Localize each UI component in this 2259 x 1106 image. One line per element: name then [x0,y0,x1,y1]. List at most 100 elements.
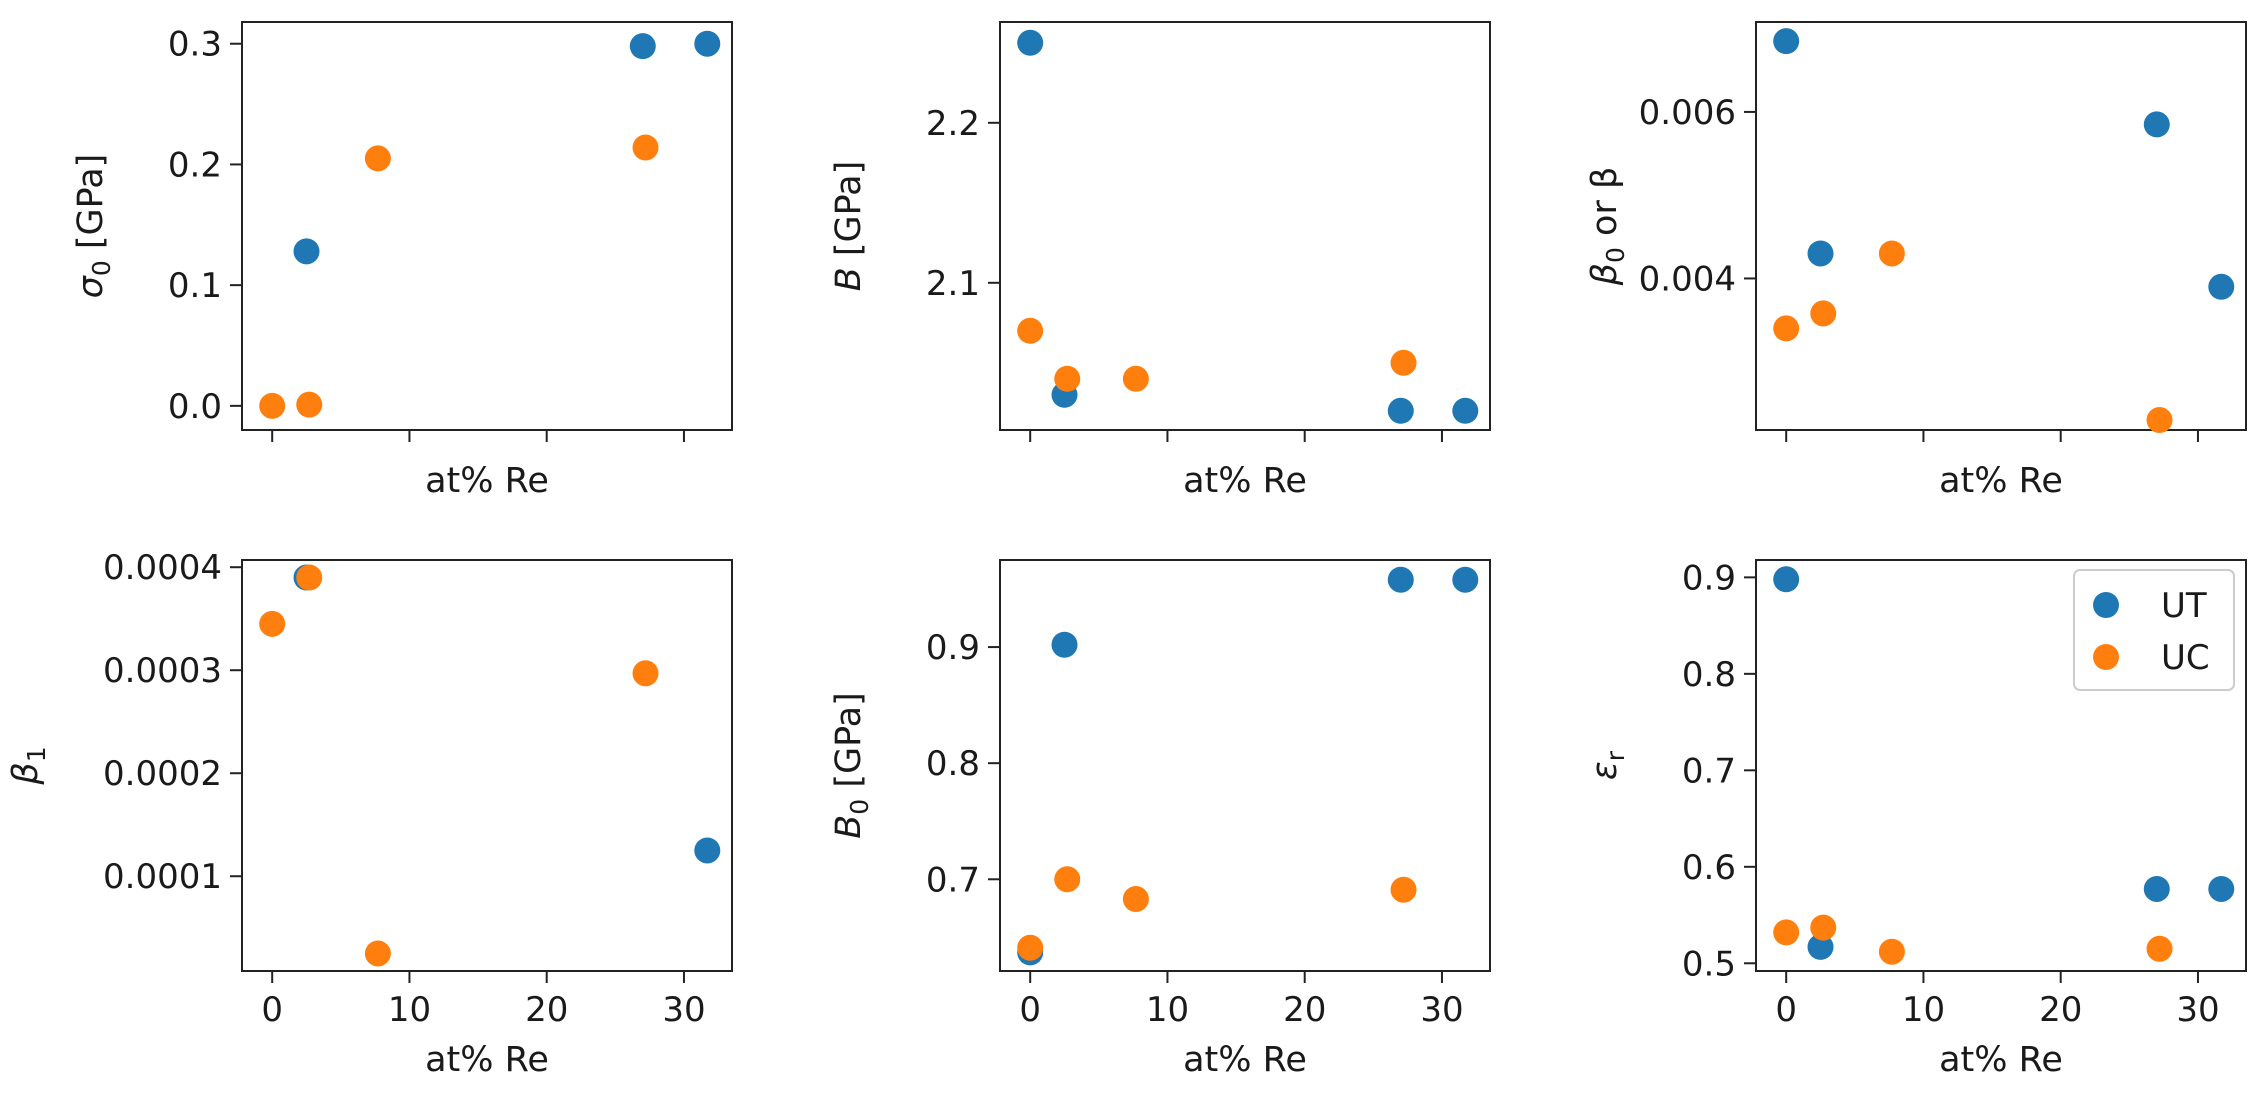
y-axis-label: B0 [GPa] [829,692,874,838]
x-tick-label: 10 [1146,990,1189,1030]
point-uc [1878,240,1905,267]
point-uc [2146,407,2173,434]
point-ut [1773,566,1800,593]
point-ut [694,837,721,864]
subplot-1: 0.0 0.1 0.2 0.3 at% Re σ0 [GPa] [71,21,733,501]
point-uc [364,145,391,172]
point-ut [1387,566,1414,593]
subplot-4: 0.0001 0.0002 0.0003 0.0004 0 10 20 30 at% Re β1 [6,548,733,1080]
point-uc [364,940,391,967]
point-uc [1017,934,1044,961]
y-tick-label: 0.0003 [103,651,222,691]
axes-frame [1755,21,2247,431]
point-uc [1054,365,1081,392]
point-uc [1773,919,1800,946]
y-axis-label: β0 or β [1585,167,1630,287]
y-tick-label: 0.004 [1639,259,1736,299]
y-axis-label-symbol: β [1585,263,1625,286]
axes-frame [241,559,733,972]
y-axis-label-subscript: 0 [87,260,116,276]
y-axis-label-unit: [GPa] [829,161,869,268]
y-axis-label: σ0 [GPa] [71,154,116,299]
point-uc [1878,938,1905,965]
point-uc [1810,300,1837,327]
y-axis-label-symbol: σ [71,274,111,298]
point-ut [1807,240,1834,267]
point-uc [1017,317,1044,344]
x-tick-label: 30 [1420,990,1463,1030]
point-uc [296,391,323,418]
y-axis-label-symbol: B [829,267,869,291]
y-tick-label: 0.6 [1682,848,1736,888]
x-tick-label: 30 [662,990,705,1030]
y-tick-label: 2.1 [926,264,980,304]
axes-frame [999,559,1491,972]
x-axis-label: at% Re [425,1040,549,1080]
y-axis-label-symbol: B [829,815,869,839]
legend-label-ut: UT [2161,586,2207,626]
point-uc [259,392,286,419]
point-uc [1810,914,1837,941]
legend-marker-uc [2093,644,2119,670]
y-tick-label: 0.7 [926,860,980,900]
point-ut [629,33,656,60]
point-uc [1122,886,1149,913]
point-uc [1773,315,1800,342]
point-ut [2208,875,2235,902]
y-tick-label: 0.9 [926,628,980,668]
y-tick-label: 0.5 [1682,944,1736,984]
x-axis-label: at% Re [1183,461,1307,501]
y-axis-label-unit: [GPa] [829,692,869,799]
point-uc [1054,866,1081,893]
legend-marker-ut [2093,592,2119,618]
subplot-2: 2.1 2.2 at% Re B [GPa] [829,21,1491,501]
y-axis-label-unit: or β [1585,167,1625,247]
point-ut [2143,111,2170,138]
x-axis-label: at% Re [1183,1040,1307,1080]
x-tick-label: 10 [1902,990,1945,1030]
point-uc [1390,349,1417,376]
point-uc [632,660,659,687]
x-tick-label: 30 [2176,990,2219,1030]
y-axis-label: B [GPa] [829,161,869,292]
point-uc [1390,876,1417,903]
subplot-6: 0.5 0.6 0.7 0.8 0.9 0 10 20 30 at% Re εr [1585,558,2247,1080]
point-ut [293,238,320,265]
y-axis-label-subscript: r [1601,750,1630,761]
legend: UT UC [2073,569,2235,691]
y-axis-label-subscript: 0 [1601,247,1630,263]
y-tick-label: 0.1 [168,266,222,306]
y-axis-label-subscript: 0 [845,799,874,815]
x-tick-label: 0 [261,990,283,1030]
point-uc [2146,935,2173,962]
x-tick-label: 20 [2039,990,2082,1030]
legend-label-uc: UC [2161,638,2210,678]
x-axis-label: at% Re [1939,1040,2063,1080]
y-tick-label: 0.7 [1682,751,1736,791]
y-tick-label: 0.3 [168,25,222,65]
x-axis-label: at% Re [1939,461,2063,501]
y-axis-label: β1 [6,746,51,785]
y-tick-label: 0.006 [1639,93,1736,133]
point-ut [1773,28,1800,55]
x-tick-label: 20 [525,990,568,1030]
point-ut [694,30,721,57]
point-uc [632,134,659,161]
y-axis-label-unit: [GPa] [71,154,111,261]
subplot-3: 0.004 0.006 at% Re β0 or β [1585,21,2247,501]
y-tick-label: 0.2 [168,145,222,185]
point-uc [1122,365,1149,392]
point-uc [259,610,286,637]
y-tick-label: 0.0001 [103,857,222,897]
legend-box [2073,569,2235,691]
y-tick-label: 0.9 [1682,558,1736,598]
axes-frame [1755,559,2247,972]
point-ut [1807,933,1834,960]
y-tick-label: 0.0 [168,387,222,427]
y-axis-label: εr [1585,750,1630,780]
x-tick-label: 0 [1019,990,1041,1030]
y-axis-label-symbol: ε [1585,761,1625,780]
axes-frame [999,21,1491,431]
